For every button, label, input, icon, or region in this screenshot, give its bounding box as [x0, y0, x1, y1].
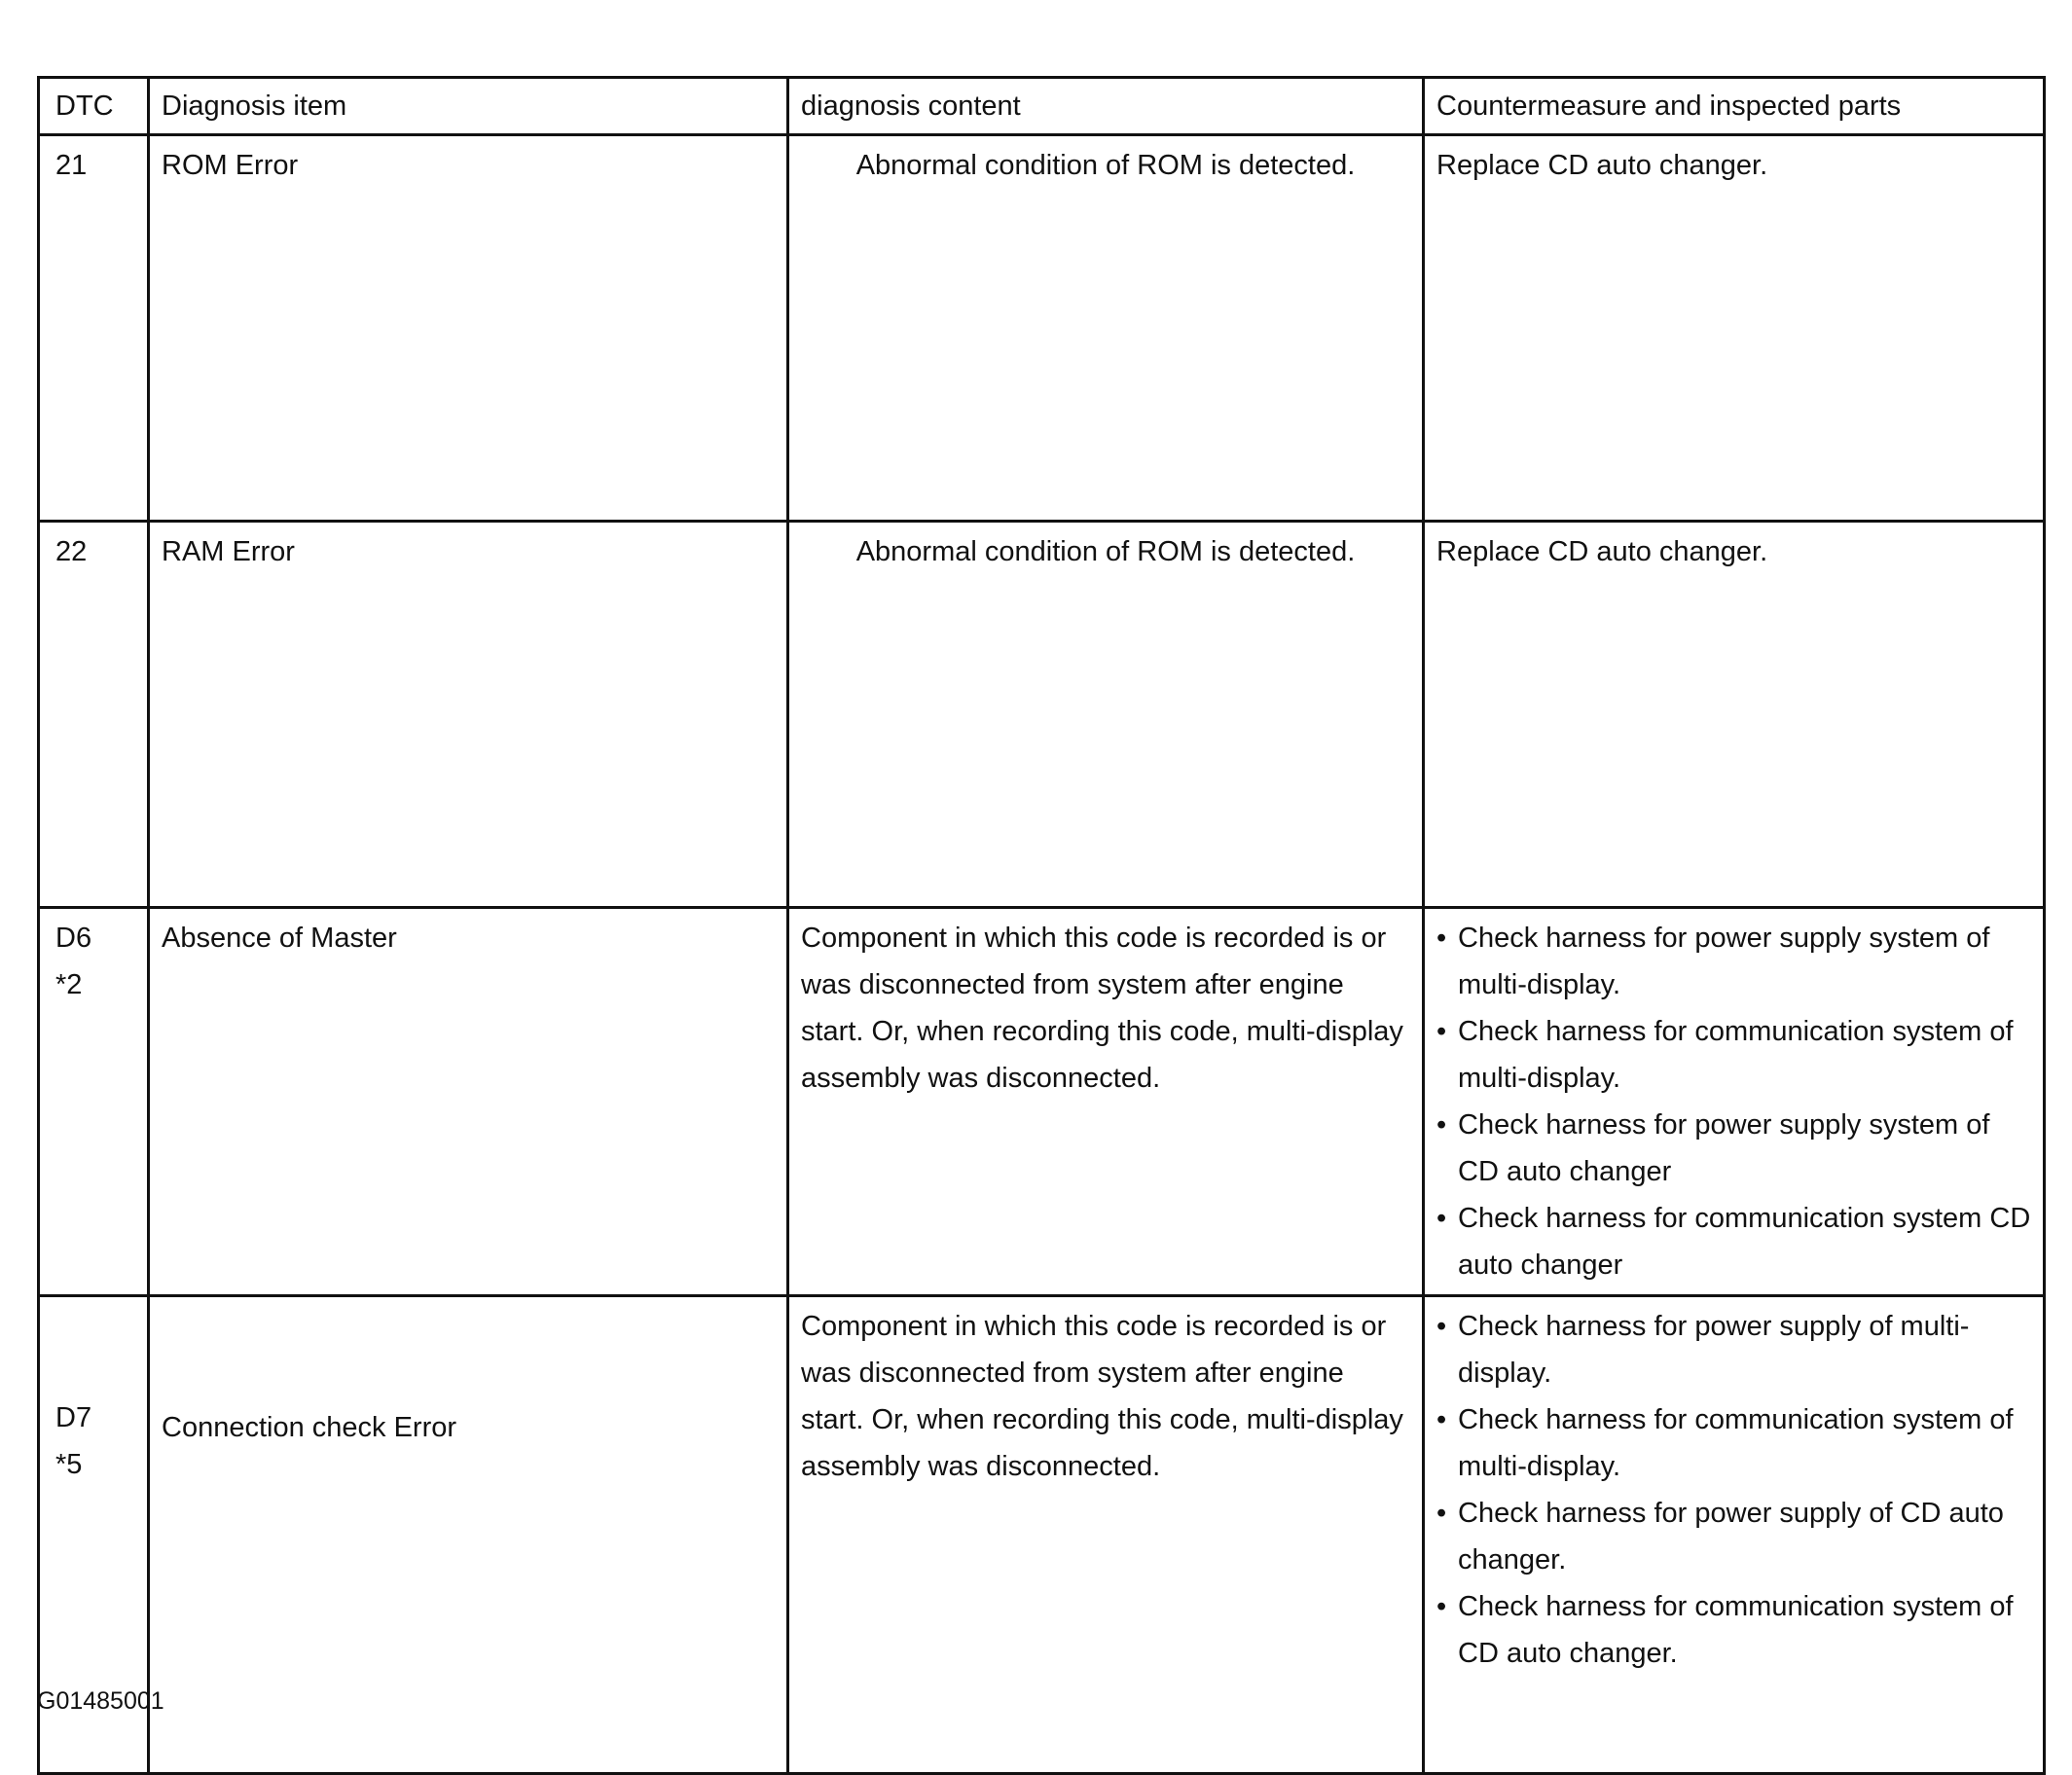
dtc-code: D7 [55, 1402, 92, 1433]
countermeasure-cell: Replace CD auto changer. [1422, 133, 2046, 523]
list-item: Check harness for power supply of multi-… [1436, 1303, 2031, 1396]
dtc-code: 22 [55, 536, 88, 567]
diagnosis-item-cell: Connection check Error [147, 1294, 789, 1775]
table-row: 22 RAM Error Abnormal condition of ROM i… [37, 520, 2046, 909]
countermeasure-cell: Check harness for power supply system of… [1422, 906, 2046, 1297]
diagnosis-content-cell: Abnormal condition of ROM is detected. [786, 133, 1425, 523]
header-countermeasure: Countermeasure and inspected parts [1422, 76, 2046, 136]
diagnosis-content-cell: Component in which this code is recorded… [786, 1294, 1425, 1775]
table-row: D6 *2 Absence of Master Component in whi… [37, 906, 2046, 1297]
dtc-cell: 21 [37, 133, 150, 523]
diagnosis-item-cell: RAM Error [147, 520, 789, 909]
header-dtc: DTC [37, 76, 150, 136]
header-diagnosis-content: diagnosis content [786, 76, 1425, 136]
dtc-code: 21 [55, 150, 88, 181]
header-diagnosis-item: Diagnosis item [147, 76, 789, 136]
table-row: D7 *5 Connection check Error Component i… [37, 1294, 2046, 1775]
dtc-code: D6 [55, 923, 92, 954]
list-item: Check harness for communication system o… [1436, 1396, 2031, 1490]
countermeasure-list: Check harness for power supply system of… [1436, 915, 2031, 1288]
dtc-note: *2 [55, 969, 83, 1000]
dtc-table: DTC Diagnosis item diagnosis content Cou… [37, 76, 2046, 1775]
list-item: Check harness for communication system C… [1436, 1195, 2031, 1288]
countermeasure-cell: Check harness for power supply of multi-… [1422, 1294, 2046, 1775]
dtc-cell: D7 *5 [37, 1294, 150, 1775]
list-item: Check harness for power supply system of… [1436, 1102, 2031, 1195]
diagnosis-content-cell: Component in which this code is recorded… [786, 906, 1425, 1297]
header-row: DTC Diagnosis item diagnosis content Cou… [37, 76, 2046, 136]
diagnosis-item-cell: ROM Error [147, 133, 789, 523]
dtc-cell: D6 *2 [37, 906, 150, 1297]
dtc-note: *5 [55, 1449, 83, 1480]
list-item: Check harness for power supply of CD aut… [1436, 1490, 2031, 1583]
dtc-cell: 22 [37, 520, 150, 909]
countermeasure-list: Check harness for power supply of multi-… [1436, 1303, 2031, 1677]
list-item: Check harness for communication system o… [1436, 1583, 2031, 1677]
diagnosis-content-cell: Abnormal condition of ROM is detected. [786, 520, 1425, 909]
list-item: Check harness for communication system o… [1436, 1008, 2031, 1102]
countermeasure-cell: Replace CD auto changer. [1422, 520, 2046, 909]
figure-id: G01485001 [37, 1687, 164, 1715]
table-row: 21 ROM Error Abnormal condition of ROM i… [37, 133, 2046, 523]
diagnosis-item-cell: Absence of Master [147, 906, 789, 1297]
list-item: Check harness for power supply system of… [1436, 915, 2031, 1008]
